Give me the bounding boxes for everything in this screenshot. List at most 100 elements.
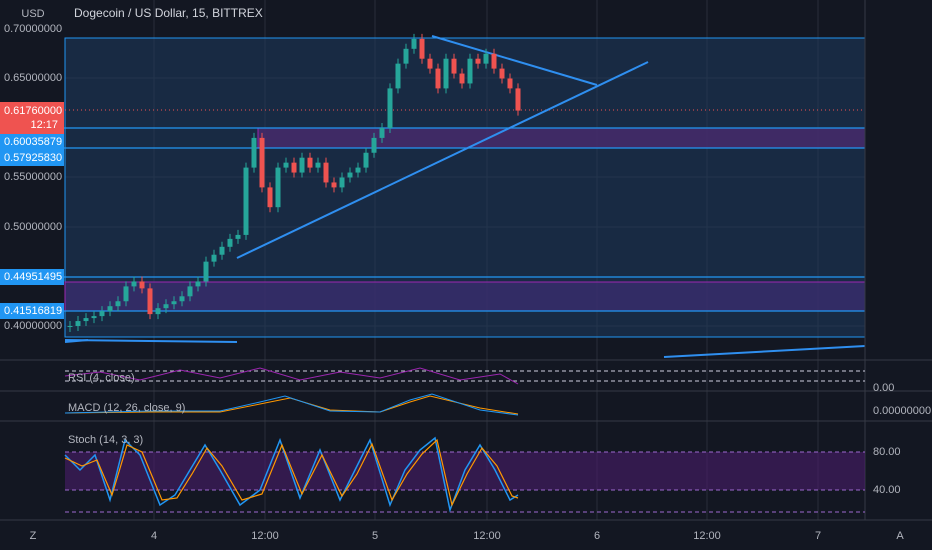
stoch-tick: 80.00 <box>873 446 901 458</box>
candle <box>323 162 329 183</box>
candle <box>315 162 321 168</box>
stoch-levels <box>65 451 865 513</box>
candle <box>99 311 105 317</box>
stoch-k <box>64 436 519 513</box>
macd-value: 0.00000000 <box>873 405 931 417</box>
rsi-line <box>64 367 519 385</box>
candle <box>347 172 353 178</box>
macd-signal <box>64 395 519 415</box>
candle <box>131 281 137 287</box>
candle <box>419 38 425 59</box>
candle <box>411 38 417 49</box>
candle <box>107 306 113 312</box>
candle <box>499 68 505 79</box>
candle <box>355 167 361 173</box>
candle <box>155 308 161 315</box>
candle <box>435 68 441 89</box>
candle <box>227 238 233 247</box>
price-tick: 0.40000000 <box>4 320 62 332</box>
candle <box>387 88 393 128</box>
candle <box>195 281 201 287</box>
candle <box>139 281 145 289</box>
time-tick: 12:00 <box>473 530 501 542</box>
auto-button[interactable]: A <box>896 530 904 542</box>
countdown: 12:17 <box>30 119 58 131</box>
level-tag <box>0 303 64 319</box>
time-tick: 12:00 <box>693 530 721 542</box>
candle <box>203 261 209 282</box>
candle <box>459 73 465 84</box>
zone-upper <box>257 127 866 149</box>
stoch-label: Stoch (14, 3, 3) <box>68 434 143 446</box>
candles <box>67 33 521 332</box>
price-tick: 0.65000000 <box>4 72 62 84</box>
candle <box>331 182 337 188</box>
candle <box>363 152 369 168</box>
candle <box>443 58 449 89</box>
candle <box>67 326 73 327</box>
candle <box>299 157 305 173</box>
trendlines <box>64 35 866 358</box>
macd-line <box>64 393 519 416</box>
candle <box>243 167 249 235</box>
candle <box>251 137 257 168</box>
candle <box>491 53 497 69</box>
stoch-d <box>64 438 519 507</box>
price-tick: 0.55000000 <box>4 171 62 183</box>
rsi-bands <box>65 370 865 382</box>
time-tick: 12:00 <box>251 530 279 542</box>
candle <box>507 78 513 89</box>
candle <box>475 58 481 64</box>
currency: USD <box>21 8 44 20</box>
candle <box>515 88 521 111</box>
candle <box>115 301 121 307</box>
stoch-tick: 40.00 <box>873 484 901 496</box>
candle <box>283 162 289 168</box>
price-tick: 0.70000000 <box>4 23 62 35</box>
candle <box>403 48 409 64</box>
macd-label: MACD (12, 26, close, 9) <box>68 402 185 414</box>
candle <box>187 286 193 297</box>
candle <box>147 288 153 315</box>
rsi-value: 0.00 <box>873 382 894 394</box>
rsi-label: RSI (4, close) <box>68 372 135 384</box>
zoom-button[interactable]: Z <box>30 530 37 542</box>
candle <box>395 63 401 89</box>
level-tag <box>0 134 64 150</box>
candle <box>75 321 81 326</box>
candle <box>467 58 473 84</box>
pane-dividers <box>0 0 932 521</box>
level-price: 0.60035879 <box>4 136 62 148</box>
candle <box>123 286 129 302</box>
current-price-tag <box>0 102 64 134</box>
candle <box>219 246 225 255</box>
candle <box>171 301 177 305</box>
time-tick: 7 <box>815 530 821 542</box>
candle <box>451 58 457 74</box>
symbol-title: Dogecoin / US Dollar, 15, BITTREX <box>74 6 263 20</box>
candle <box>483 53 489 64</box>
candle <box>83 318 89 322</box>
candle <box>275 167 281 208</box>
candle <box>267 187 273 208</box>
candle <box>291 162 297 173</box>
candle <box>211 254 217 262</box>
time-tick: 4 <box>151 530 157 542</box>
level-tag <box>0 269 64 285</box>
candle <box>339 177 345 188</box>
candle <box>259 137 265 188</box>
current-price: 0.61760000 <box>4 105 62 117</box>
level-tag <box>0 150 64 166</box>
candle <box>235 234 241 239</box>
time-tick: 6 <box>594 530 600 542</box>
time-tick: 5 <box>372 530 378 542</box>
candle <box>163 304 169 309</box>
candle <box>379 128 385 138</box>
candle <box>371 137 377 153</box>
candle <box>91 316 97 319</box>
level-price: 0.57925830 <box>4 152 62 164</box>
levels <box>0 127 865 312</box>
candle <box>307 157 313 168</box>
candle <box>179 296 185 302</box>
